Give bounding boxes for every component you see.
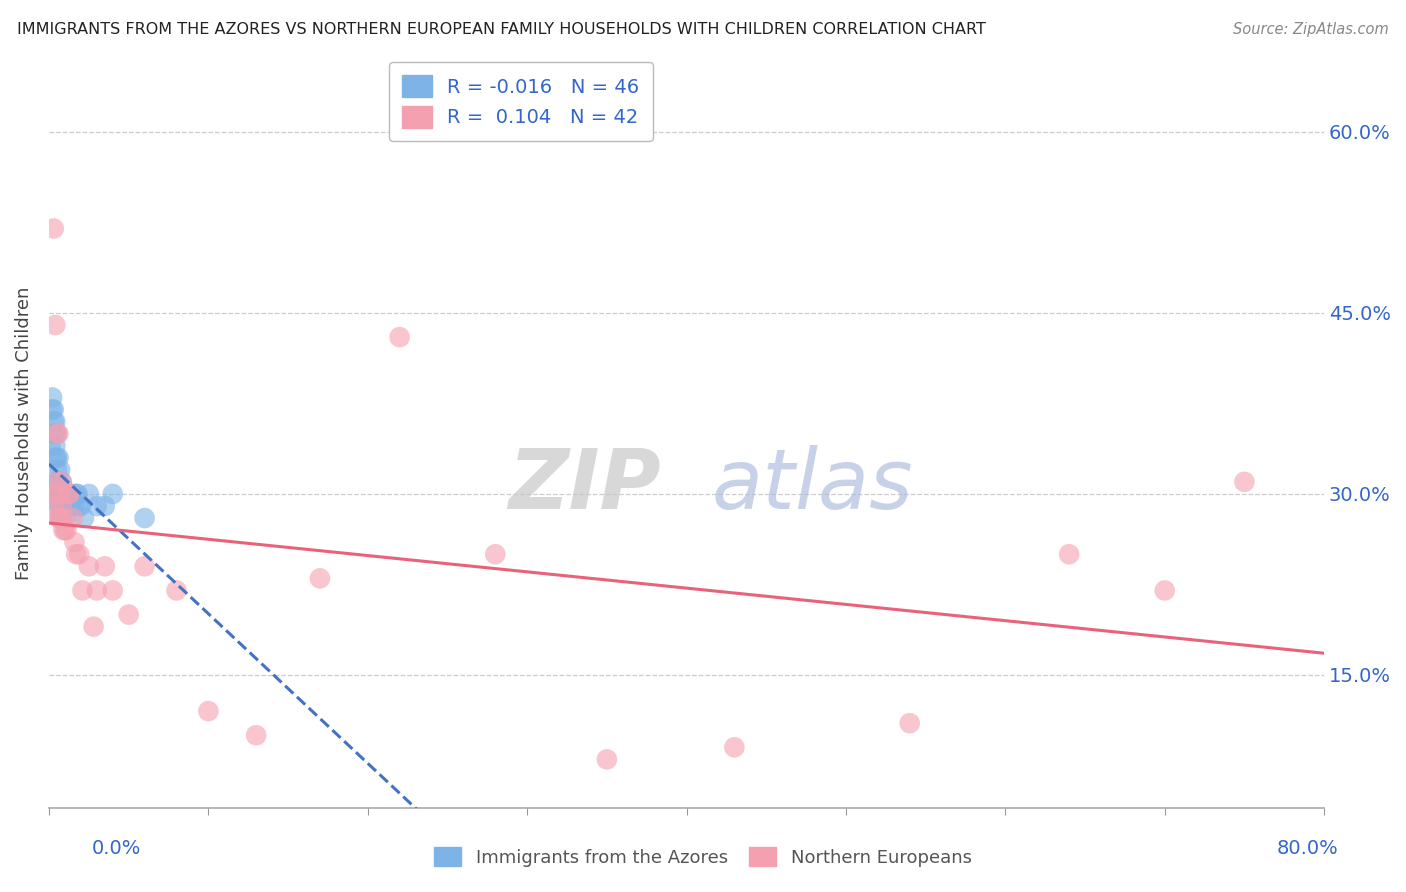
- Point: [898, 716, 921, 731]
- Point: [49, 511, 72, 525]
- Point: [101, 583, 124, 598]
- Point: [53, 487, 76, 501]
- Point: [45, 475, 67, 489]
- Point: [62, 511, 84, 525]
- Point: [62, 487, 84, 501]
- Legend: Immigrants from the Azores, Northern Europeans: Immigrants from the Azores, Northern Eur…: [427, 840, 979, 874]
- Point: [86, 499, 108, 513]
- Point: [56, 487, 79, 501]
- Point: [1153, 583, 1175, 598]
- Point: [53, 523, 76, 537]
- Point: [67, 547, 90, 561]
- Text: 0.0%: 0.0%: [91, 839, 141, 858]
- Text: 80.0%: 80.0%: [1277, 839, 1339, 858]
- Text: IMMIGRANTS FROM THE AZORES VS NORTHERN EUROPEAN FAMILY HOUSEHOLDS WITH CHILDREN : IMMIGRANTS FROM THE AZORES VS NORTHERN E…: [17, 22, 986, 37]
- Point: [52, 487, 75, 501]
- Point: [94, 499, 117, 513]
- Point: [51, 475, 73, 489]
- Point: [42, 402, 65, 417]
- Point: [77, 487, 100, 501]
- Point: [51, 487, 73, 501]
- Point: [723, 740, 745, 755]
- Point: [42, 415, 65, 429]
- Point: [86, 583, 108, 598]
- Point: [49, 487, 72, 501]
- Point: [45, 426, 67, 441]
- Point: [484, 547, 506, 561]
- Point: [41, 487, 63, 501]
- Point: [72, 583, 94, 598]
- Point: [48, 426, 70, 441]
- Point: [41, 391, 63, 405]
- Point: [94, 559, 117, 574]
- Point: [52, 511, 75, 525]
- Point: [70, 499, 93, 513]
- Point: [49, 463, 72, 477]
- Point: [73, 511, 96, 525]
- Point: [52, 523, 75, 537]
- Point: [51, 475, 73, 489]
- Point: [63, 535, 86, 549]
- Point: [44, 318, 66, 332]
- Point: [77, 559, 100, 574]
- Point: [41, 402, 63, 417]
- Point: [48, 450, 70, 465]
- Point: [48, 499, 70, 513]
- Point: [49, 487, 72, 501]
- Point: [42, 221, 65, 235]
- Point: [56, 487, 79, 501]
- Point: [388, 330, 411, 344]
- Point: [60, 499, 83, 513]
- Text: Source: ZipAtlas.com: Source: ZipAtlas.com: [1233, 22, 1389, 37]
- Point: [197, 704, 219, 718]
- Point: [51, 499, 73, 513]
- Point: [49, 499, 72, 513]
- Point: [59, 499, 82, 513]
- Point: [48, 475, 70, 489]
- Point: [45, 426, 67, 441]
- Point: [59, 487, 82, 501]
- Point: [42, 499, 65, 513]
- Point: [134, 511, 156, 525]
- Point: [66, 487, 89, 501]
- Point: [55, 523, 77, 537]
- Point: [309, 571, 332, 585]
- Point: [101, 487, 124, 501]
- Point: [65, 547, 87, 561]
- Legend: R = -0.016   N = 46, R =  0.104   N = 42: R = -0.016 N = 46, R = 0.104 N = 42: [388, 62, 652, 141]
- Point: [1057, 547, 1080, 561]
- Point: [39, 439, 62, 453]
- Point: [51, 499, 73, 513]
- Point: [44, 415, 66, 429]
- Point: [45, 450, 67, 465]
- Point: [48, 511, 70, 525]
- Text: atlas: atlas: [711, 445, 914, 526]
- Point: [65, 487, 87, 501]
- Point: [42, 426, 65, 441]
- Point: [166, 583, 188, 598]
- Point: [55, 487, 77, 501]
- Point: [63, 499, 86, 513]
- Text: ZIP: ZIP: [509, 445, 661, 526]
- Point: [67, 499, 90, 513]
- Point: [44, 450, 66, 465]
- Point: [118, 607, 141, 622]
- Point: [245, 728, 267, 742]
- Point: [44, 439, 66, 453]
- Point: [45, 463, 67, 477]
- Point: [83, 620, 105, 634]
- Point: [45, 475, 67, 489]
- Point: [53, 511, 76, 525]
- Point: [48, 487, 70, 501]
- Point: [1233, 475, 1256, 489]
- Point: [134, 559, 156, 574]
- Point: [52, 499, 75, 513]
- Point: [55, 499, 77, 513]
- Y-axis label: Family Households with Children: Family Households with Children: [15, 287, 32, 581]
- Point: [49, 511, 72, 525]
- Point: [596, 752, 619, 766]
- Point: [51, 511, 73, 525]
